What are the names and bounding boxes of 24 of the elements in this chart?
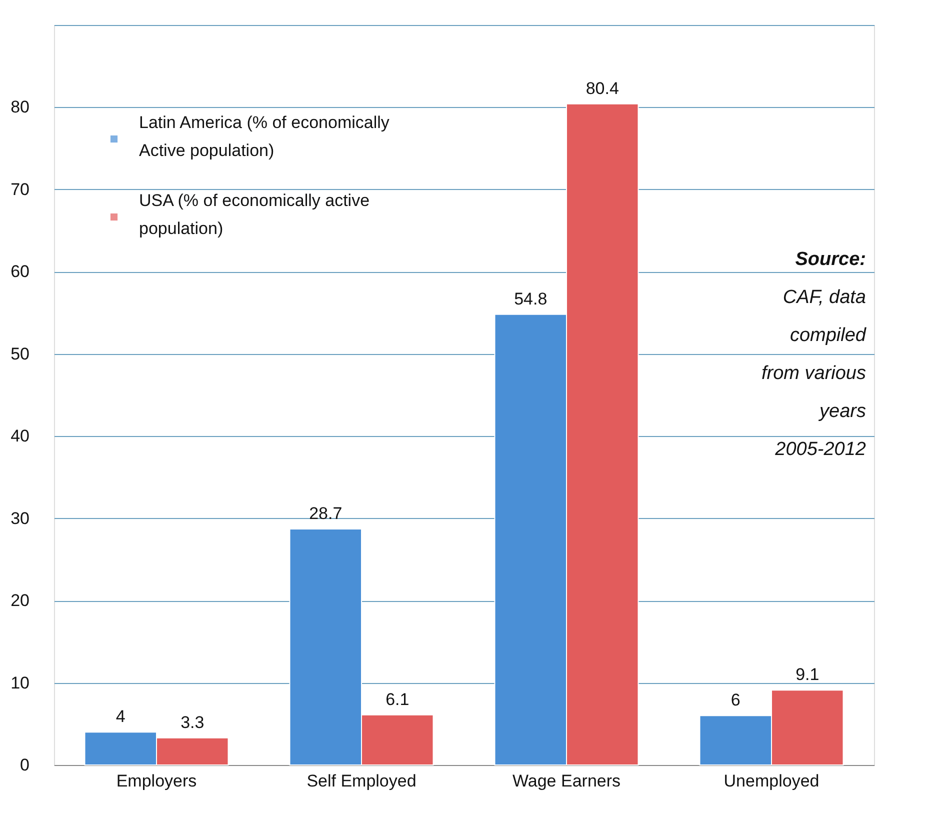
legend-label: USA (% of economically active population)	[139, 191, 370, 238]
data-label: 80.4	[586, 78, 619, 98]
x-tick-label: Employers	[116, 772, 197, 790]
y-tick-label: 30	[10, 508, 30, 528]
data-label: 3.3	[180, 712, 204, 732]
data-label: 4	[116, 707, 126, 726]
y-tick-label: 50	[10, 344, 30, 364]
x-tick-label: Unemployed	[724, 772, 820, 790]
data-label: 54.8	[514, 289, 548, 308]
data-label: 6	[730, 690, 740, 710]
y-tick-label: 70	[10, 180, 30, 199]
y-tick-label: 60	[10, 262, 30, 282]
legend-label: Latin America (% of economically Active population)	[139, 113, 390, 160]
x-tick-label: Wage Earners	[512, 772, 621, 790]
annotation: CAF, data compiled from various years 2005-2012	[761, 287, 868, 460]
y-tick-label: 0	[20, 756, 30, 774]
data-label: 9.1	[796, 665, 820, 684]
y-tick-label: 10	[10, 673, 30, 692]
data-label: 6.1	[386, 690, 410, 709]
y-tick-label: 40	[10, 426, 30, 446]
x-tick-label: Self Employed	[306, 772, 416, 790]
y-tick-label: 20	[10, 591, 30, 610]
y-tick-label: 80	[10, 98, 30, 117]
annotation: Source:	[795, 249, 866, 270]
